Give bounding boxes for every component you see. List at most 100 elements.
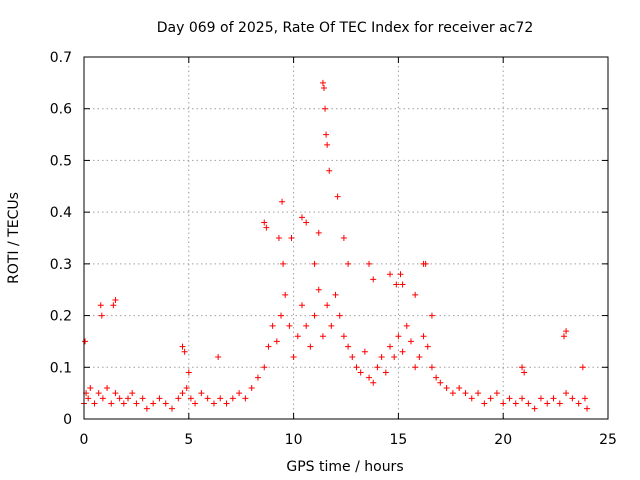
x-axis-label: GPS time / hours (286, 459, 403, 475)
y-tick-label-1: 0.1 (50, 360, 72, 376)
data-point (269, 322, 276, 329)
data-point (139, 395, 146, 402)
data-point (85, 395, 92, 402)
data-point (112, 297, 119, 304)
data-point (556, 400, 563, 407)
data-point (334, 193, 341, 200)
data-point (506, 395, 513, 402)
data-point (462, 390, 469, 397)
data-point (353, 364, 360, 371)
data-point (322, 105, 329, 112)
data-point (116, 395, 123, 402)
data-point (324, 302, 331, 309)
data-point (303, 322, 310, 329)
plot-frame (83, 56, 609, 420)
data-point (443, 384, 450, 391)
data-point (261, 219, 268, 226)
data-point (112, 390, 119, 397)
data-point (110, 302, 117, 309)
data-point (263, 224, 270, 231)
data-point (579, 364, 586, 371)
data-point (366, 260, 373, 267)
data-point (428, 312, 435, 319)
data-point (169, 405, 176, 412)
data-point (397, 271, 404, 278)
data-point (324, 141, 331, 148)
data-point (280, 260, 287, 267)
data-point (336, 312, 343, 319)
data-point (248, 384, 255, 391)
data-point (560, 333, 567, 340)
data-point (456, 384, 463, 391)
data-point (236, 390, 243, 397)
data-point (120, 400, 127, 407)
data-point (156, 395, 163, 402)
data-point (563, 390, 570, 397)
data-point (407, 338, 414, 345)
data-point (187, 395, 194, 402)
data-point (133, 400, 140, 407)
data-point (97, 302, 104, 309)
data-point (150, 400, 157, 407)
data-point (82, 338, 89, 345)
data-point (319, 333, 326, 340)
data-point (412, 291, 419, 298)
data-point (422, 260, 429, 267)
data-point (412, 364, 419, 371)
y-axis-label: ROTI / TECUs (6, 192, 22, 284)
data-point (198, 390, 205, 397)
data-point (399, 281, 406, 288)
data-point (125, 395, 132, 402)
data-point (183, 384, 190, 391)
data-point (357, 369, 364, 376)
data-point (162, 400, 169, 407)
data-point (393, 281, 400, 288)
data-point (143, 405, 150, 412)
data-point (254, 374, 261, 381)
data-point (349, 353, 356, 360)
y-tick-label-6: 0.6 (50, 102, 72, 118)
y-tick-label-2: 0.2 (50, 309, 72, 325)
data-point (108, 400, 115, 407)
data-point (519, 395, 526, 402)
data-point (544, 400, 551, 407)
data-point (550, 395, 557, 402)
data-point (323, 131, 330, 138)
data-point (279, 198, 286, 205)
data-point (320, 85, 327, 92)
data-point (307, 343, 314, 350)
data-point (179, 343, 186, 350)
data-point (319, 79, 326, 86)
data-point (340, 333, 347, 340)
data-point (298, 214, 305, 221)
data-point (286, 322, 293, 329)
data-point (328, 322, 335, 329)
data-point (340, 235, 347, 241)
data-point (569, 395, 576, 402)
data-point (487, 395, 494, 402)
data-point (273, 338, 280, 345)
data-point (91, 400, 98, 407)
data-point (210, 400, 217, 407)
x-tick-label-0: 0 (80, 432, 89, 448)
data-point (261, 364, 268, 371)
y-tick-label-3: 0.3 (50, 257, 72, 273)
data-point (204, 395, 211, 402)
data-point (326, 167, 333, 174)
data-point (537, 395, 544, 402)
data-point (98, 312, 105, 319)
data-point (229, 395, 236, 402)
data-point (399, 348, 406, 355)
data-point (428, 364, 435, 371)
data-point (311, 260, 318, 267)
data-point (361, 348, 368, 355)
data-point (215, 353, 222, 360)
axis-ticks: 0 5 10 15 20 25 0 0.1 0.2 0.3 0.4 0.5 0.6 0.7 (50, 50, 617, 448)
data-point (179, 390, 186, 397)
data-point (315, 286, 322, 293)
data-point (481, 400, 488, 407)
data-point (311, 312, 318, 319)
x-tick-label-1: 5 (184, 432, 193, 448)
data-point (298, 302, 305, 309)
